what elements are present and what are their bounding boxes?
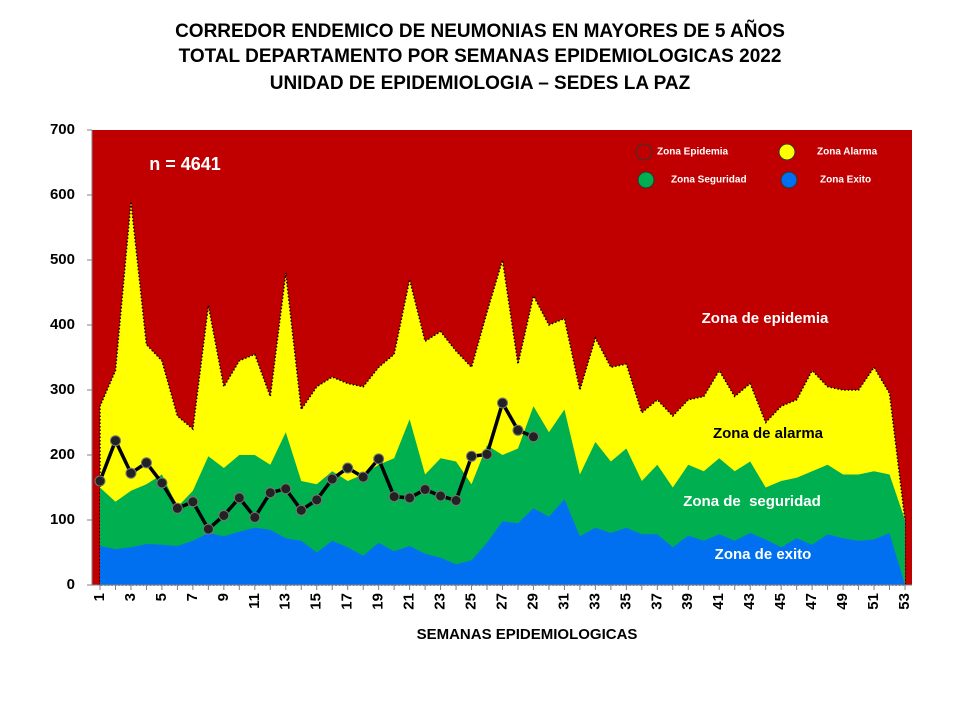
- x-tick-label: 15: [308, 593, 325, 610]
- x-tick-label: 7: [184, 593, 201, 601]
- y-tick-label: 700: [50, 121, 75, 138]
- cases-marker: [125, 467, 137, 479]
- zone-label: Zona de seguridad: [683, 493, 821, 510]
- x-tick-label: 23: [432, 593, 449, 610]
- cases-marker: [140, 457, 152, 469]
- cases-marker: [280, 483, 292, 495]
- legend-label: Zona Exito: [820, 175, 871, 186]
- cases-marker: [202, 523, 214, 535]
- cases-marker: [497, 397, 508, 409]
- y-tick-label: 0: [67, 576, 75, 593]
- x-tick-label: 5: [153, 593, 170, 601]
- cases-marker: [233, 492, 245, 504]
- x-tick-label: 9: [215, 593, 232, 601]
- cases-marker: [94, 475, 106, 487]
- x-tick-label: 31: [555, 593, 572, 610]
- cases-marker: [326, 473, 338, 485]
- x-axis-title: SEMANAS EPIDEMIOLOGICAS: [417, 626, 638, 643]
- chart-title: UNIDAD DE EPIDEMIOLOGIA – SEDES LA PAZ: [270, 73, 691, 94]
- zone-label: Zona de exito: [715, 546, 812, 563]
- x-tick-label: 53: [896, 593, 913, 610]
- x-tick-label: 51: [865, 593, 882, 610]
- x-tick-label: 33: [586, 593, 603, 610]
- cases-marker: [527, 431, 539, 443]
- zone-label: Zona de epidemia: [702, 310, 829, 327]
- cases-marker: [435, 490, 447, 502]
- y-tick-label: 300: [50, 381, 75, 398]
- cases-marker: [373, 453, 385, 465]
- x-tick-label: 19: [370, 593, 387, 610]
- cases-marker: [295, 504, 307, 516]
- x-tick-label: 11: [246, 593, 263, 609]
- legend-marker: [635, 143, 653, 161]
- cases-marker: [512, 424, 524, 436]
- y-tick-label: 200: [50, 446, 75, 463]
- n-label: n = 4641: [149, 154, 221, 174]
- x-tick-label: 37: [648, 593, 665, 610]
- legend-marker: [637, 171, 655, 189]
- chart-title: TOTAL DEPARTAMENTO POR SEMANAS EPIDEMIOL…: [179, 46, 782, 67]
- x-tick-label: 35: [617, 593, 634, 610]
- cases-marker: [342, 462, 354, 474]
- x-tick-label: 45: [772, 593, 789, 610]
- cases-marker: [388, 491, 400, 503]
- cases-marker: [249, 511, 261, 523]
- zone-area: [100, 499, 905, 585]
- x-tick-label: 3: [122, 593, 139, 601]
- areas: [99, 201, 906, 586]
- x-tick-label: 47: [803, 593, 820, 610]
- cases-marker: [404, 492, 416, 504]
- legend-label: Zona Epidemia: [657, 147, 729, 158]
- cases-marker: [311, 494, 323, 506]
- legend-label: Zona Alarma: [817, 147, 878, 158]
- x-tick-label: 1: [91, 593, 108, 601]
- x-tick-label: 49: [834, 593, 851, 610]
- y-tick-label: 600: [50, 186, 75, 203]
- x-tick-label: 39: [679, 593, 696, 610]
- x-tick-label: 41: [710, 593, 727, 610]
- cases-marker: [218, 509, 230, 521]
- legend-marker: [778, 143, 796, 161]
- x-tick-label: 25: [463, 593, 480, 610]
- x-tick-label: 27: [493, 593, 510, 610]
- cases-marker: [481, 448, 493, 460]
- cases-marker: [264, 487, 276, 499]
- cases-marker: [109, 435, 121, 447]
- cases-marker: [187, 496, 199, 508]
- legend-label: Zona Seguridad: [671, 175, 747, 186]
- cases-marker: [156, 477, 168, 489]
- cases-marker: [171, 502, 183, 514]
- x-tick-label: 17: [339, 593, 356, 610]
- cases-marker: [466, 450, 478, 462]
- cases-marker: [450, 495, 462, 506]
- x-tick-label: 43: [741, 593, 758, 610]
- zone-area: [100, 406, 905, 585]
- chart-title: CORREDOR ENDEMICO DE NEUMONIAS EN MAYORE…: [175, 20, 785, 42]
- cases-marker: [357, 471, 369, 483]
- y-tick-label: 500: [50, 251, 75, 268]
- cases-marker: [419, 483, 431, 495]
- y-tick-label: 400: [50, 316, 75, 333]
- zone-label: Zona de alarma: [713, 425, 824, 442]
- x-tick-label: 29: [524, 593, 541, 610]
- y-tick-label: 100: [50, 511, 75, 528]
- legend-marker: [780, 171, 798, 189]
- x-tick-label: 21: [401, 593, 418, 610]
- x-tick-label: 13: [277, 593, 294, 610]
